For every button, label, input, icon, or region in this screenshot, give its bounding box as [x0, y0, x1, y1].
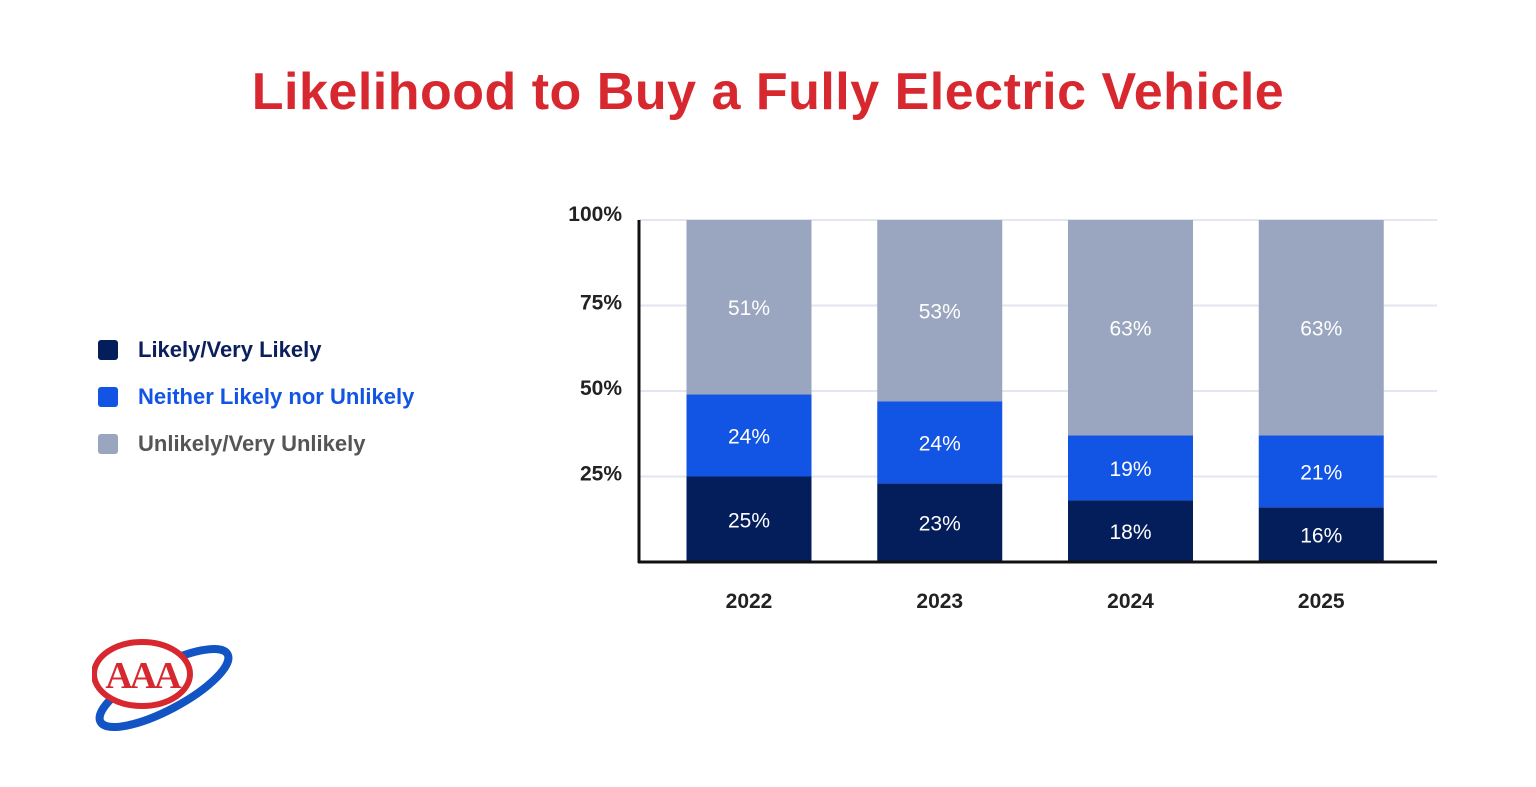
x-tick-label: 2024	[1107, 590, 1154, 613]
bar-neither-2025	[1258, 435, 1384, 508]
data-label: 63%	[1109, 318, 1151, 341]
bar-neither-2024	[1068, 435, 1193, 501]
legend-label: Neither Likely nor Unlikely	[138, 383, 415, 409]
aaa-logo-text: AAA	[105, 655, 182, 697]
x-tick-label: 2022	[726, 590, 773, 613]
legend: Likely/Very Likely Neither Likely nor Unl…	[98, 326, 414, 467]
y-tick-label: 75%	[580, 292, 622, 315]
aaa-logo: AAA	[91, 638, 242, 743]
legend-label: Unlikely/Very Unlikely	[138, 430, 366, 456]
legend-item-neither: Neither Likely nor Unlikely	[98, 373, 414, 420]
bar-likely-2024	[1068, 500, 1193, 562]
bar-neither-2022	[686, 394, 812, 477]
data-label: 18%	[1109, 521, 1151, 544]
y-tick-label: 50%	[580, 377, 622, 400]
legend-swatch-likely	[98, 339, 118, 360]
bar-likely-2025	[1258, 507, 1384, 562]
y-tick-label: 25%	[580, 463, 622, 486]
bar-likely-2023	[877, 483, 1003, 562]
bar-neither-2023	[877, 401, 1003, 484]
bar-unlikely-2025	[1258, 220, 1384, 436]
bar-unlikely-2022	[686, 220, 812, 395]
data-label: 21%	[1300, 461, 1342, 484]
bar-likely-2022	[686, 476, 812, 562]
x-tick-label: 2023	[916, 590, 963, 613]
data-label: 53%	[919, 301, 961, 324]
legend-item-unlikely: Unlikely/Very Unlikely	[98, 420, 414, 467]
legend-swatch-unlikely	[98, 433, 118, 454]
x-tick-label: 2025	[1298, 590, 1345, 613]
data-label: 16%	[1300, 525, 1342, 548]
data-label: 63%	[1300, 318, 1342, 341]
chart-title: Likelihood to Buy a Fully Electric Vehic…	[251, 63, 1285, 121]
data-label: 19%	[1109, 458, 1151, 481]
legend-label: Likely/Very Likely	[138, 336, 322, 362]
legend-item-likely: Likely/Very Likely	[98, 326, 414, 373]
bar-unlikely-2024	[1068, 220, 1193, 436]
data-label: 24%	[919, 432, 961, 455]
bar-unlikely-2023	[877, 220, 1003, 402]
data-label: 24%	[728, 425, 770, 448]
y-tick-label: 100%	[568, 203, 622, 226]
data-label: 23%	[919, 513, 961, 536]
data-label: 25%	[728, 509, 770, 532]
data-label: 51%	[728, 297, 770, 320]
legend-swatch-neither	[98, 386, 118, 407]
